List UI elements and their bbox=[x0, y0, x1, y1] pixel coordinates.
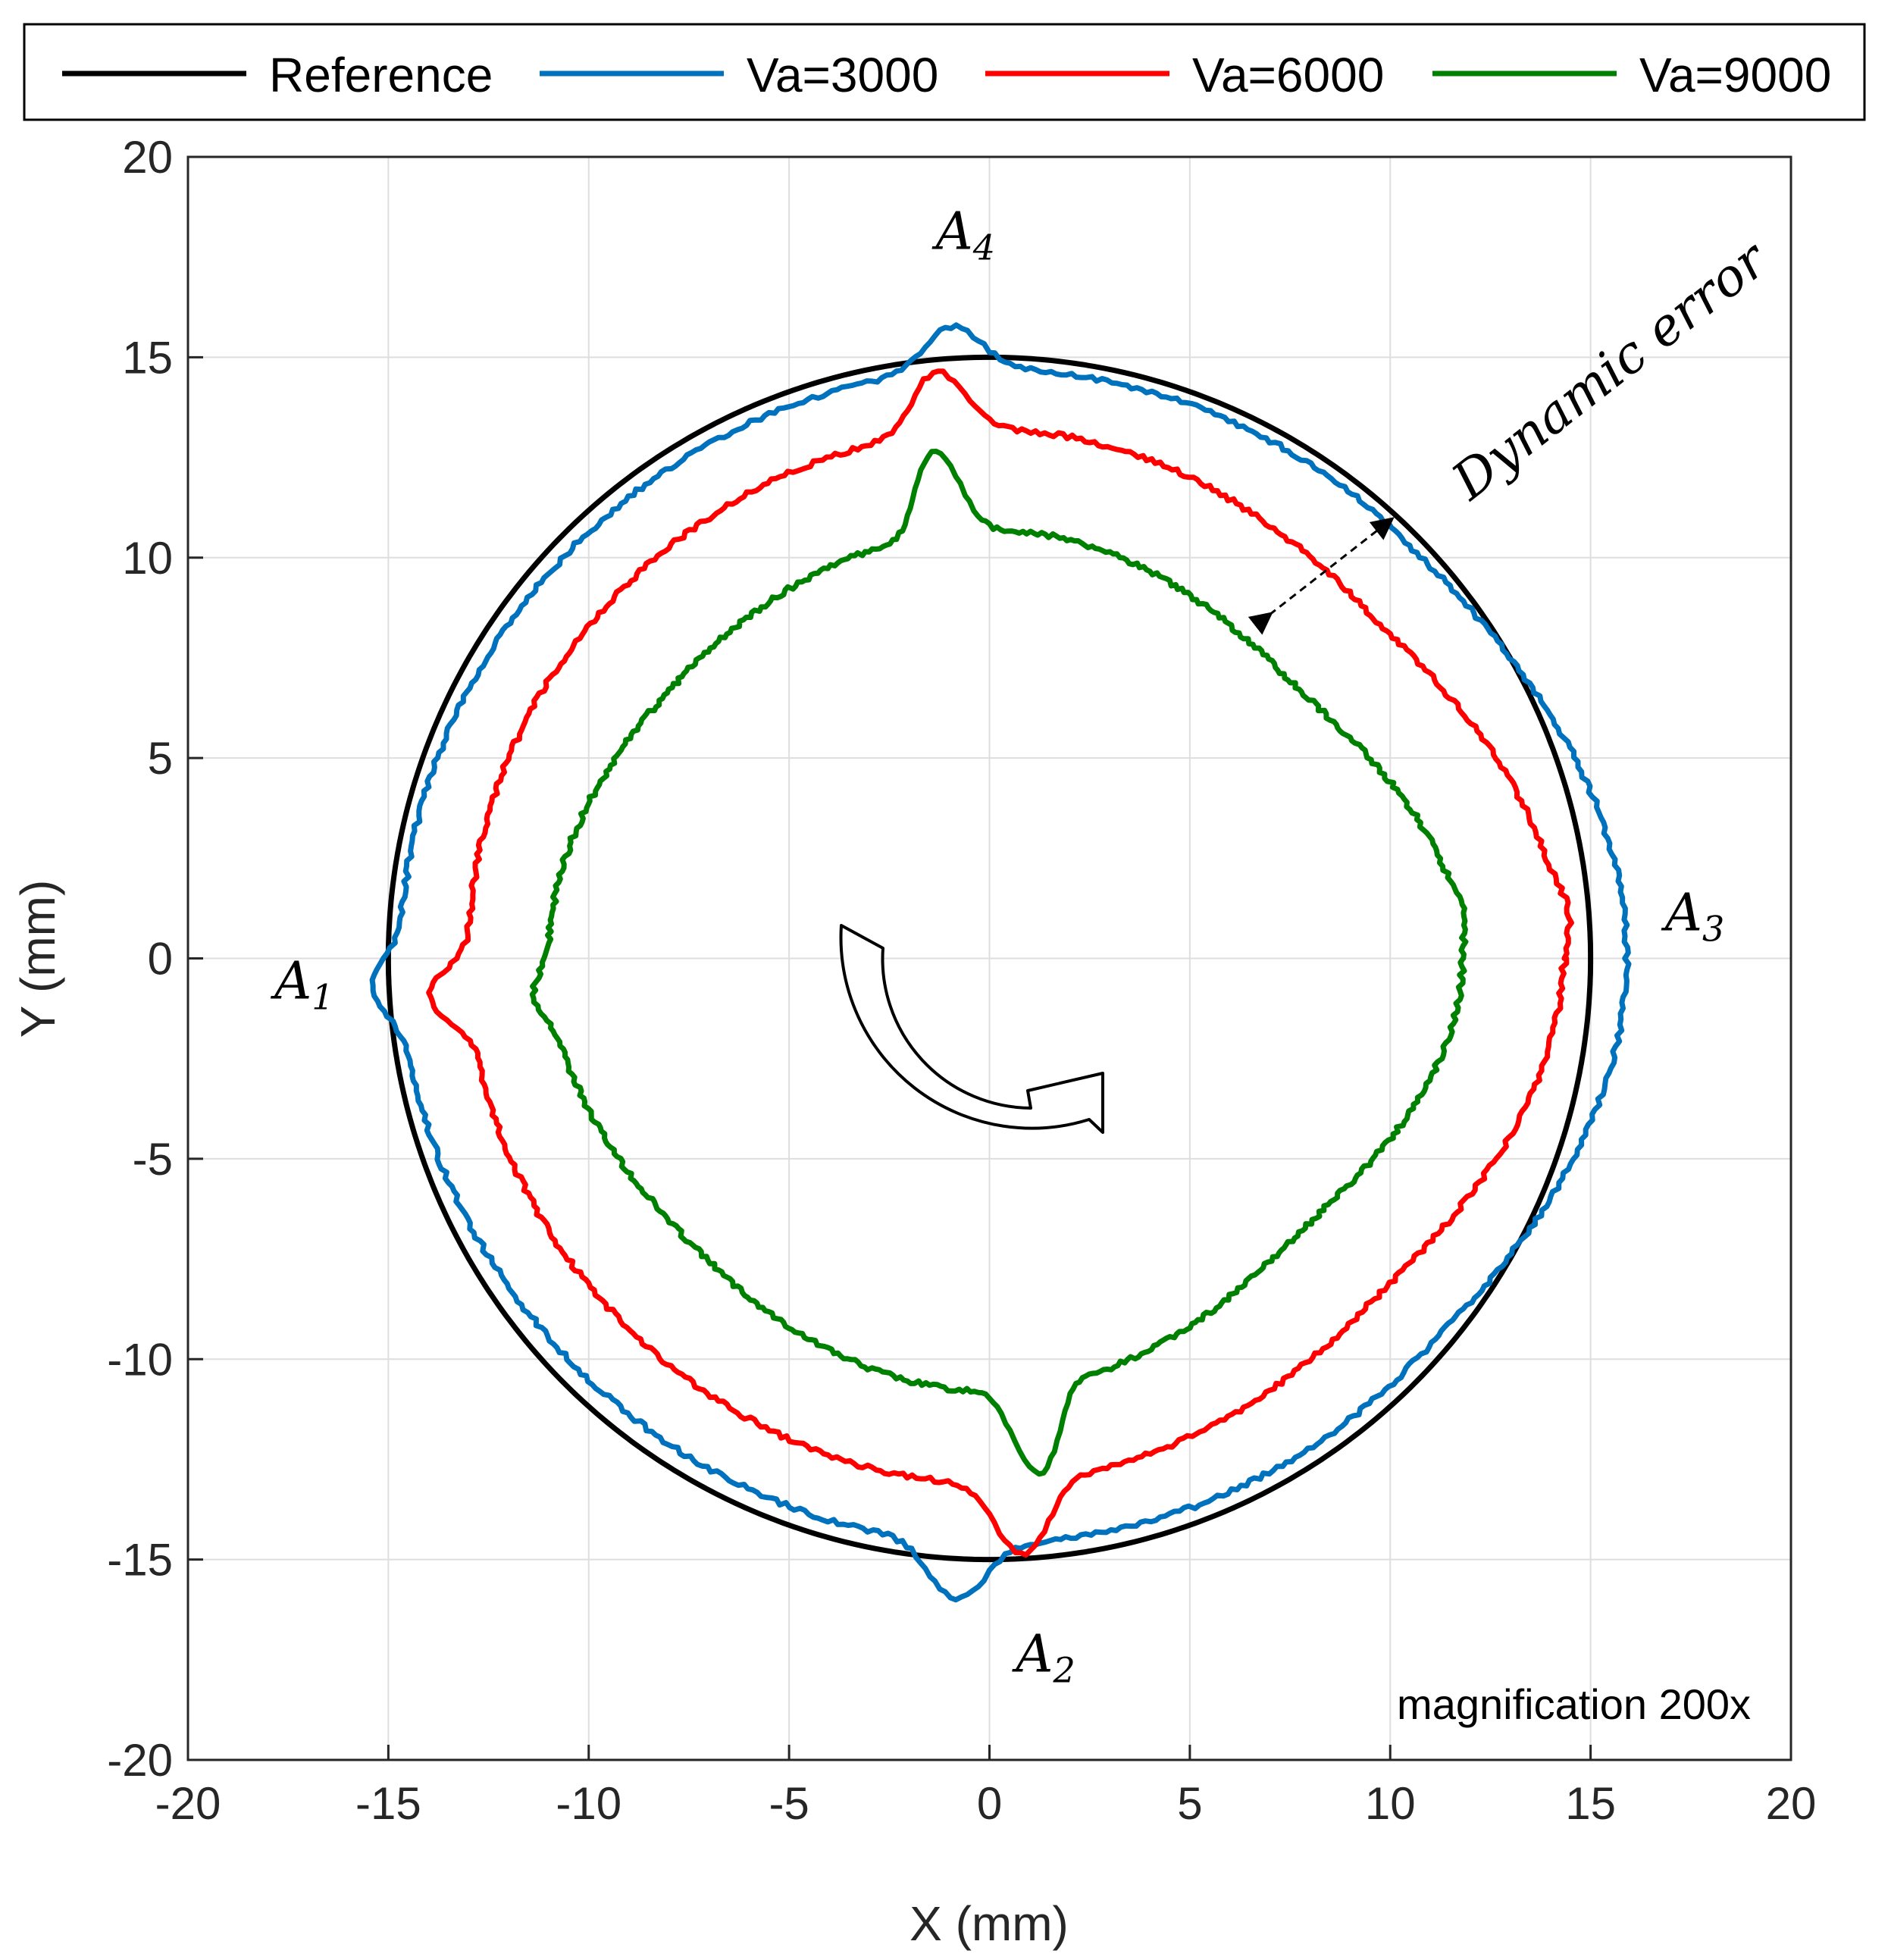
annotation-a4: A4 bbox=[931, 202, 995, 268]
x-tick-label: -15 bbox=[355, 1778, 421, 1829]
plot-area: -20 -15 -10 -5 0 5 10 15 20 -20-15-10-505101520 … bbox=[107, 132, 1816, 1829]
x-ticks: -20 -15 -10 -5 0 5 10 15 20 bbox=[155, 1745, 1817, 1829]
x-axis-label: X (mm) bbox=[909, 1896, 1069, 1951]
series-va-3000 bbox=[369, 322, 1632, 1603]
y-tick-label: -15 bbox=[107, 1535, 173, 1586]
y-tick-label: 5 bbox=[148, 733, 173, 784]
legend: Reference Va=3000 Va=6000 Va=9000 bbox=[23, 23, 1866, 121]
y-tick-label: -10 bbox=[107, 1334, 173, 1385]
annotation-a2: A2 bbox=[1011, 1625, 1075, 1691]
series-layer bbox=[369, 322, 1632, 1603]
svg-text:A3: A3 bbox=[1661, 883, 1724, 949]
y-tick-label: 10 bbox=[122, 533, 173, 584]
annotation-a2-sub: 2 bbox=[1052, 1650, 1075, 1691]
y-tick-label: -5 bbox=[133, 1134, 173, 1185]
annotation-a4-label: A bbox=[931, 202, 973, 262]
x-tick-label: -5 bbox=[769, 1778, 809, 1829]
legend-label-reference: Reference bbox=[269, 48, 493, 102]
series-va-6000 bbox=[426, 368, 1574, 1558]
legend-label-va9000: Va=9000 bbox=[1639, 48, 1831, 102]
annotation-a1-label: A bbox=[270, 951, 312, 1011]
series-reference bbox=[385, 354, 1594, 1563]
dynamic-error-label: Dynamic error bbox=[1440, 229, 1780, 513]
y-ticks: -20 -15 -10 -5 0 5 10 15 20 bbox=[107, 132, 203, 1786]
magnification-note: magnification 200x bbox=[1397, 1680, 1751, 1728]
annotation-a1: A1 bbox=[270, 951, 333, 1017]
y-tick-label: 0 bbox=[148, 934, 173, 985]
annotation-a2-label: A bbox=[1011, 1625, 1053, 1685]
legend-label-va6000: Va=6000 bbox=[1192, 48, 1384, 102]
y-tick-label: 20 bbox=[122, 132, 173, 183]
legend-label-va3000: Va=3000 bbox=[747, 48, 938, 102]
x-tick-label: 5 bbox=[1177, 1778, 1202, 1829]
y-axis-label: Y (mm) bbox=[11, 880, 65, 1038]
x-tick-label: 0 bbox=[977, 1778, 1002, 1829]
x-tick-label: 20 bbox=[1766, 1778, 1817, 1829]
svg-text:A4: A4 bbox=[931, 202, 995, 268]
x-tick-label: 15 bbox=[1565, 1778, 1616, 1829]
svg-text:A2: A2 bbox=[1011, 1625, 1075, 1691]
annotation-a3-sub: 3 bbox=[1702, 908, 1724, 949]
x-tick-label: -20 bbox=[155, 1778, 221, 1829]
annotation-a4-sub: 4 bbox=[972, 227, 995, 268]
annotation-a3-label: A bbox=[1661, 883, 1702, 943]
x-tick-label: -10 bbox=[556, 1778, 621, 1829]
y-tick-label: -20 bbox=[107, 1735, 173, 1786]
svg-text:A1: A1 bbox=[270, 951, 333, 1017]
annotation-a1-sub: 1 bbox=[312, 976, 333, 1017]
rotation-arrow-icon bbox=[839, 924, 1104, 1134]
series-va-9000 bbox=[529, 449, 1469, 1477]
dynamic-error-arrow-icon bbox=[1248, 517, 1395, 635]
x-tick-label: 10 bbox=[1365, 1778, 1416, 1829]
annotation-a3: A3 bbox=[1661, 883, 1724, 949]
y-tick-label: 15 bbox=[122, 332, 173, 383]
